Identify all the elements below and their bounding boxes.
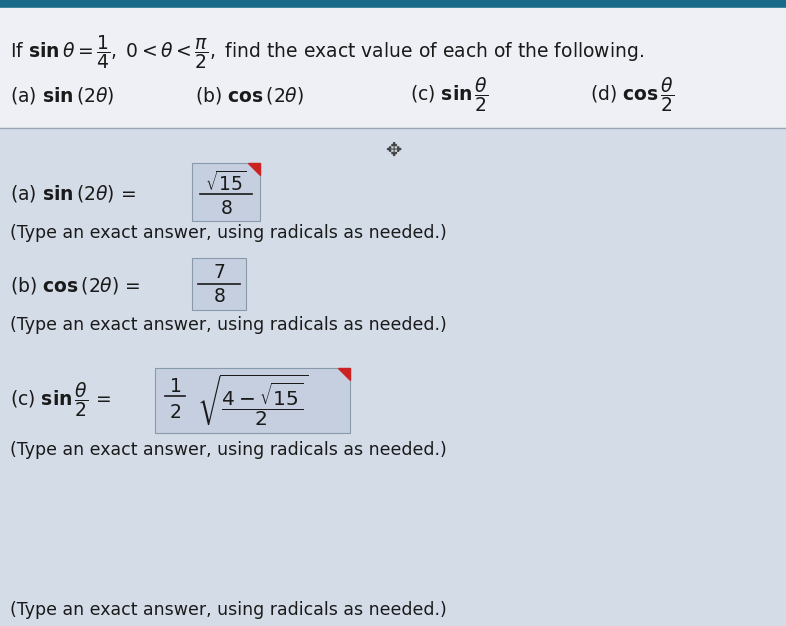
Text: $1$: $1$ — [169, 376, 181, 396]
Text: $2$: $2$ — [169, 403, 181, 421]
Bar — [0, 8, 786, 213]
FancyBboxPatch shape — [155, 368, 350, 433]
Text: (c) $\mathbf{sin}\,\dfrac{\theta}{2}$ =: (c) $\mathbf{sin}\,\dfrac{\theta}{2}$ = — [10, 381, 111, 419]
Bar — [0, 0, 786, 8]
Text: (Type an exact answer, using radicals as needed.): (Type an exact answer, using radicals as… — [10, 224, 446, 242]
Polygon shape — [338, 368, 350, 380]
Bar — [0, 128, 786, 626]
Bar — [0, 0, 786, 8]
Text: $8$: $8$ — [213, 287, 226, 305]
FancyBboxPatch shape — [192, 258, 246, 310]
Text: If $\mathbf{sin}\,\theta = \dfrac{1}{4},\;0<\theta<\dfrac{\pi}{2},$ find the exa: If $\mathbf{sin}\,\theta = \dfrac{1}{4},… — [10, 33, 645, 71]
Text: ✥: ✥ — [385, 140, 401, 160]
Polygon shape — [248, 163, 260, 175]
Text: $7$: $7$ — [213, 264, 225, 282]
Text: $\sqrt{\dfrac{4-\sqrt{15}}{2}}$: $\sqrt{\dfrac{4-\sqrt{15}}{2}}$ — [197, 372, 308, 428]
Text: (a) $\mathbf{sin}\,(2\theta)$: (a) $\mathbf{sin}\,(2\theta)$ — [10, 85, 115, 106]
Text: (Type an exact answer, using radicals as needed.): (Type an exact answer, using radicals as… — [10, 316, 446, 334]
Text: (c) $\mathbf{sin}\,\dfrac{\theta}{2}$: (c) $\mathbf{sin}\,\dfrac{\theta}{2}$ — [410, 76, 489, 115]
Text: $\sqrt{15}$: $\sqrt{15}$ — [205, 171, 247, 195]
Text: (d) $\mathbf{cos}\,\dfrac{\theta}{2}$: (d) $\mathbf{cos}\,\dfrac{\theta}{2}$ — [590, 76, 674, 115]
FancyBboxPatch shape — [192, 163, 260, 221]
Text: (a) $\mathbf{sin}\,(2\theta)$ =: (a) $\mathbf{sin}\,(2\theta)$ = — [10, 183, 136, 203]
Text: (Type an exact answer, using radicals as needed.): (Type an exact answer, using radicals as… — [10, 601, 446, 619]
Text: $8$: $8$ — [220, 198, 233, 217]
Text: (b) $\mathbf{cos}\,(2\theta)$ =: (b) $\mathbf{cos}\,(2\theta)$ = — [10, 274, 141, 295]
Text: (Type an exact answer, using radicals as needed.): (Type an exact answer, using radicals as… — [10, 441, 446, 459]
Text: (b) $\mathbf{cos}\,(2\theta)$: (b) $\mathbf{cos}\,(2\theta)$ — [195, 85, 304, 106]
